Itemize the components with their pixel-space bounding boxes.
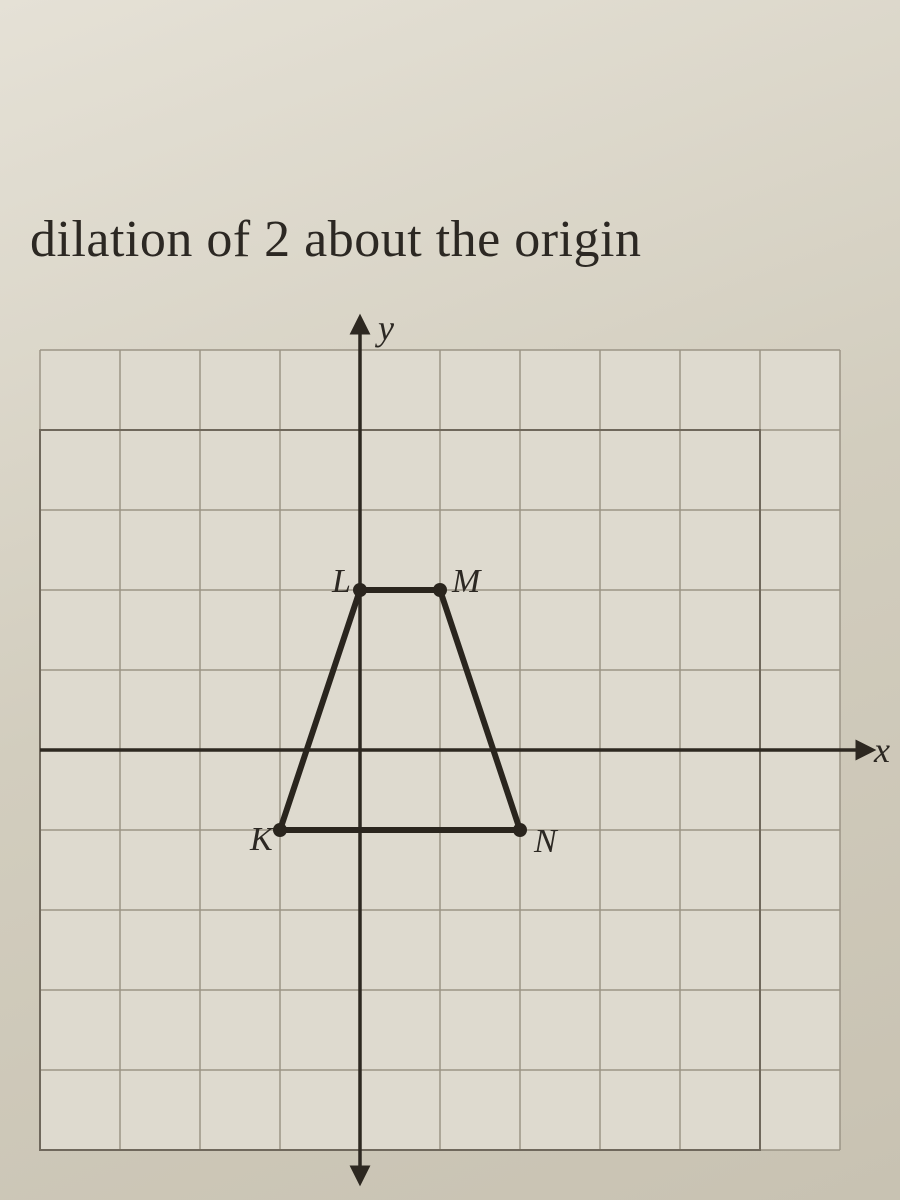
vertex-label-l: L xyxy=(331,563,351,600)
vertex-n xyxy=(513,823,527,837)
problem-title: dilation of 2 about the origin xyxy=(30,210,641,269)
vertex-label-m: M xyxy=(451,563,482,600)
vertex-m xyxy=(433,583,447,597)
coordinate-graph: yxKLMN xyxy=(20,300,880,1160)
graph-svg: y x K L M N xyxy=(20,300,900,1190)
vertex-label-n: N xyxy=(533,823,559,860)
x-axis-label: x xyxy=(873,730,890,770)
vertex-k xyxy=(273,823,287,837)
y-axis-label: y xyxy=(375,308,394,348)
page: dilation of 2 about the origin y x K L M N xyxy=(0,0,900,1200)
vertex-label-k: K xyxy=(249,821,275,858)
vertex-l xyxy=(353,583,367,597)
